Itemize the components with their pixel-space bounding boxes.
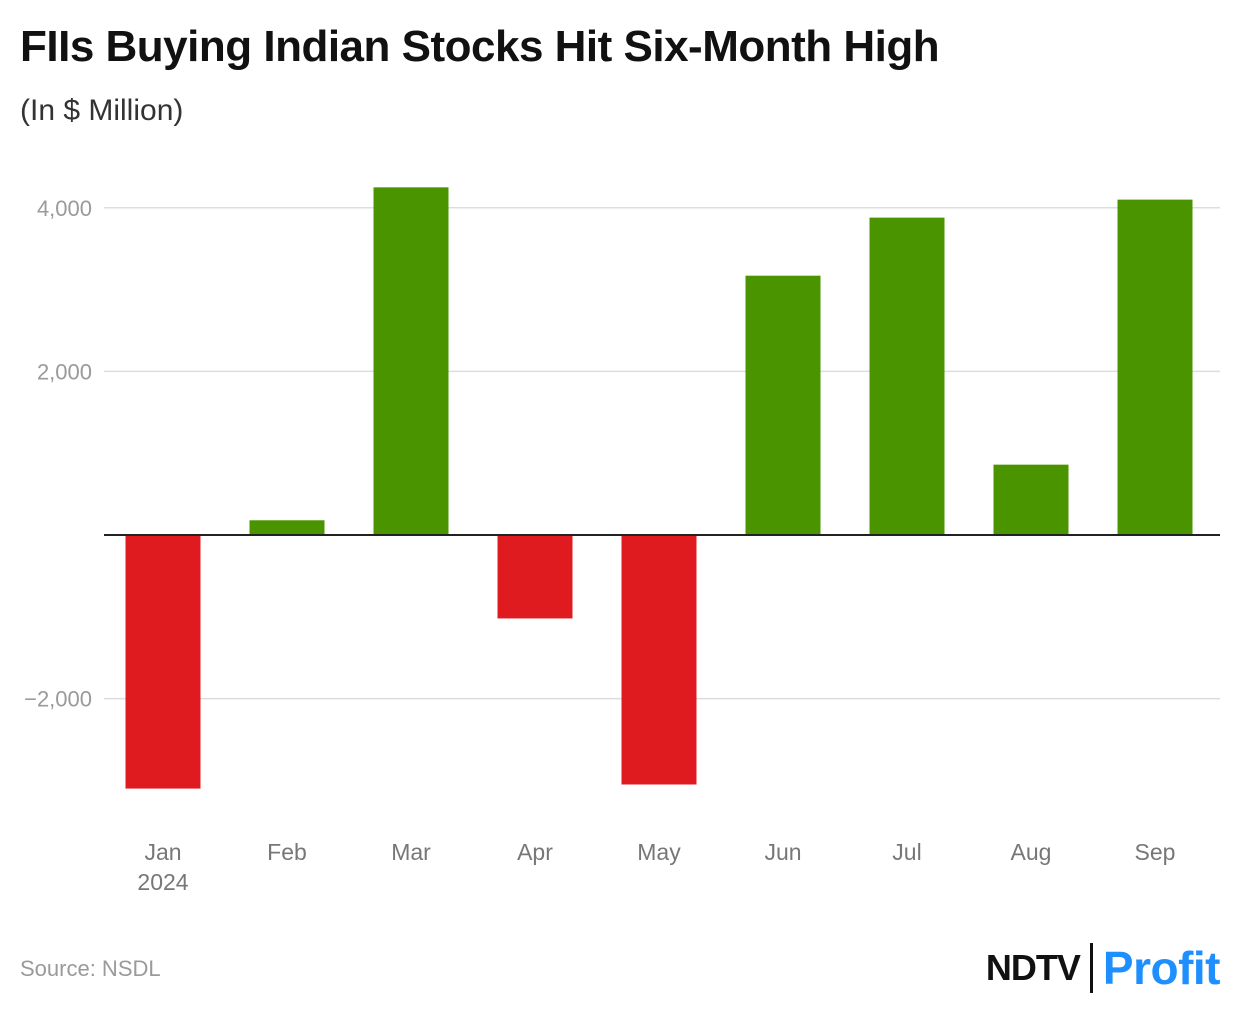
logo-divider: [1089, 943, 1093, 993]
y-tick-label: −2,000: [24, 687, 92, 712]
x-tick-label: Feb: [267, 839, 307, 865]
source-note: Source: NSDL: [20, 956, 161, 981]
x-tick-sublabel: 2024: [137, 869, 188, 895]
x-tick-label: Jul: [892, 839, 921, 865]
y-tick-label: 4,000: [37, 196, 92, 221]
ndtv-profit-logo: NDTV Profit: [985, 940, 1221, 996]
x-tick-label: Jan: [144, 839, 181, 865]
x-tick-label: Jun: [764, 839, 801, 865]
bar-may: [621, 535, 697, 785]
x-tick-label: May: [637, 839, 681, 865]
y-tick-label: 2,000: [37, 359, 92, 384]
x-tick-label: Sep: [1135, 839, 1176, 865]
bar-jun: [745, 275, 821, 535]
bar-sep: [1117, 199, 1193, 535]
chart-subtitle: (In $ Million): [20, 94, 184, 127]
bar-feb: [249, 520, 325, 535]
bar-apr: [497, 535, 573, 619]
x-tick-label: Aug: [1011, 839, 1052, 865]
logo-profit-text: Profit: [1102, 942, 1221, 994]
bar-mar: [373, 187, 449, 535]
bar-jan: [125, 535, 201, 789]
bar-aug: [993, 464, 1069, 535]
bar-chart: −2,000 2,000 4,000 Jan 2024 Feb Mar Apr May Jun Ju…: [24, 187, 1220, 895]
chart-title: FIIs Buying Indian Stocks Hit Six-Month …: [20, 22, 940, 71]
x-tick-label: Mar: [391, 839, 431, 865]
logo-ndtv-text: NDTV: [985, 947, 1081, 988]
x-tick-label: Apr: [517, 839, 553, 865]
bar-jul: [869, 217, 945, 535]
